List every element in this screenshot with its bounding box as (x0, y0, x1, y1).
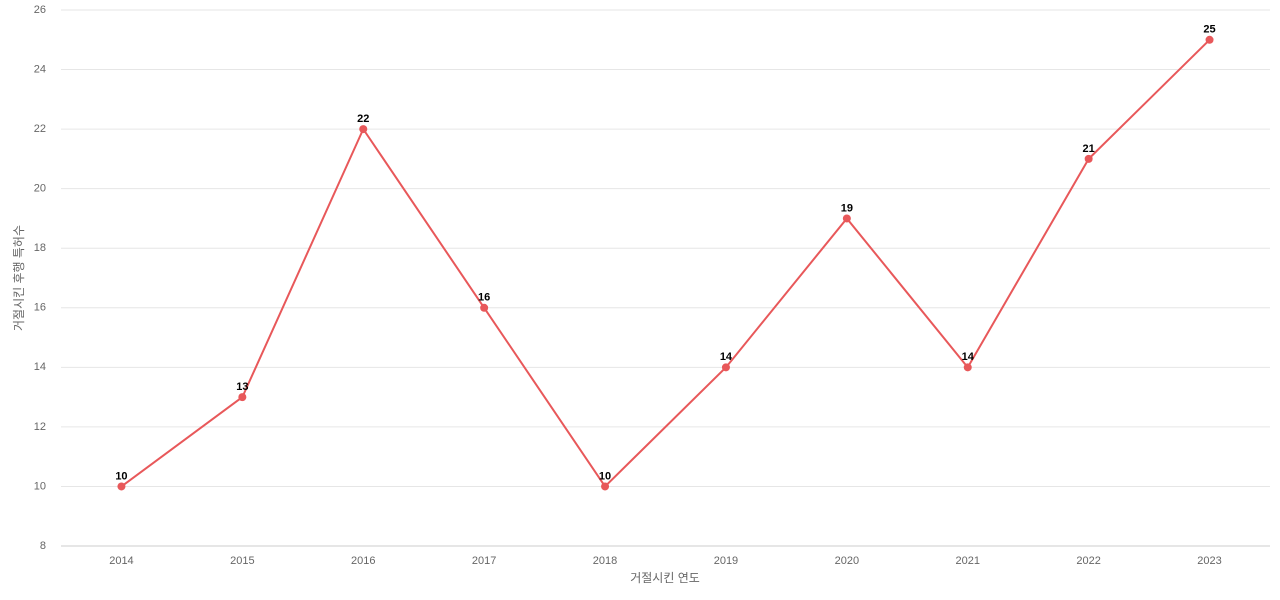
y-axis-label: 거절시킨 후행 특허수 (11, 225, 26, 331)
y-tick-label: 12 (34, 421, 46, 433)
data-label: 21 (1083, 143, 1095, 155)
point (1205, 35, 1214, 44)
x-axis-label: 거절시킨 연도 (630, 571, 700, 585)
x-tick-label: 2023 (1197, 555, 1221, 567)
x-tick-label: 2016 (351, 555, 375, 567)
data-label: 25 (1203, 24, 1215, 36)
x-tick-label: 2020 (835, 555, 859, 567)
data-label: 16 (478, 292, 490, 304)
data-label: 19 (841, 202, 853, 214)
y-tick-label: 26 (34, 4, 46, 16)
data-label: 13 (236, 381, 248, 393)
data-label: 10 (115, 470, 127, 482)
point (963, 363, 972, 372)
point (480, 303, 489, 312)
x-tick-label: 2021 (956, 555, 980, 567)
point (117, 482, 126, 491)
point (238, 393, 247, 402)
y-tick-label: 10 (34, 480, 46, 492)
x-tick-label: 2017 (472, 555, 496, 567)
point (601, 482, 610, 491)
x-tick-label: 2014 (109, 555, 133, 567)
point (359, 125, 368, 134)
x-tick-label: 2022 (1076, 555, 1100, 567)
y-tick-label: 18 (34, 242, 46, 254)
point (1084, 154, 1093, 163)
data-label: 14 (962, 351, 975, 363)
point (842, 214, 851, 223)
y-tick-label: 8 (40, 540, 46, 552)
data-label: 22 (357, 113, 369, 125)
data-label: 10 (599, 470, 611, 482)
y-tick-label: 20 (34, 183, 46, 195)
point (721, 363, 730, 372)
x-tick-label: 2018 (593, 555, 617, 567)
data-label: 14 (720, 351, 733, 363)
y-tick-label: 24 (34, 63, 46, 75)
y-tick-label: 22 (34, 123, 46, 135)
x-tick-label: 2015 (230, 555, 254, 567)
x-tick-label: 2019 (714, 555, 738, 567)
y-tick-label: 14 (34, 361, 46, 373)
y-tick-label: 16 (34, 302, 46, 314)
line (120, 39, 1211, 489)
